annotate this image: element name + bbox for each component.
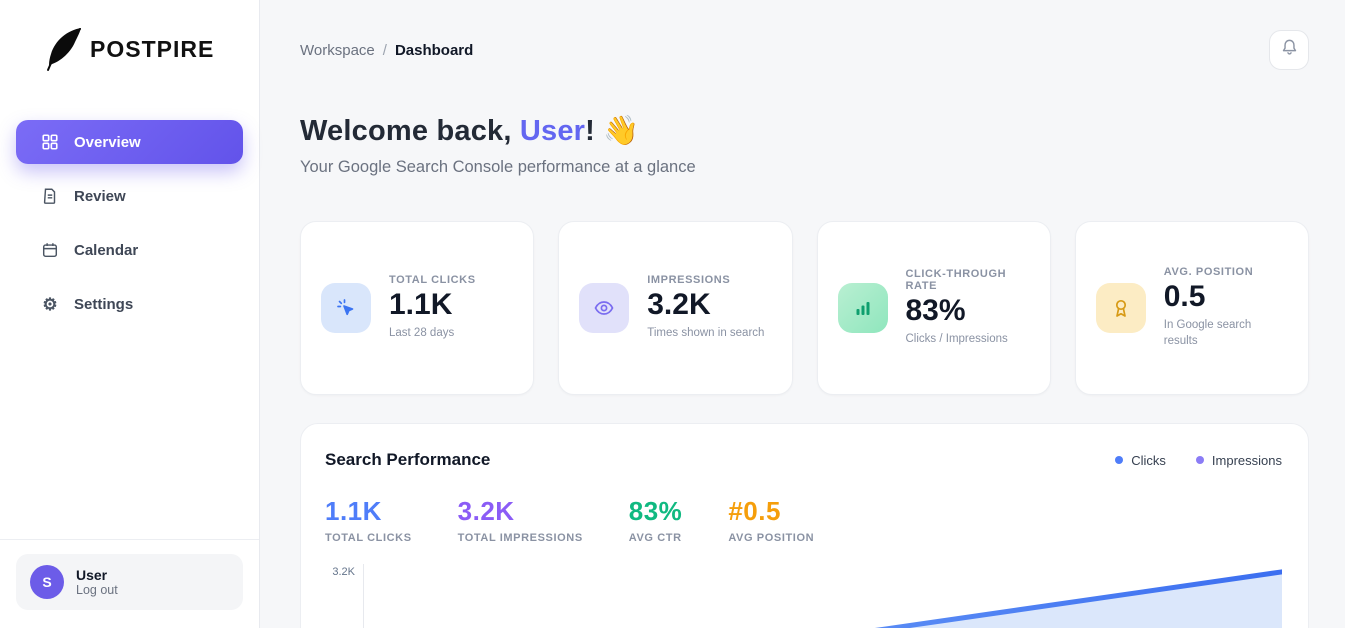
sidebar-item-settings[interactable]: ⚙ Settings	[16, 282, 243, 326]
wave-emoji: 👋	[603, 115, 640, 147]
logo-text: POSTPIRE	[90, 35, 215, 62]
legend-impressions[interactable]: Impressions	[1195, 453, 1282, 468]
page-subtitle: Your Google Search Console performance a…	[300, 158, 696, 176]
stat-label: IMPRESSIONS	[647, 274, 731, 287]
sidebar-item-label: Review	[74, 187, 126, 205]
bar-chart-icon	[837, 283, 888, 333]
summary-total-impressions: 3.2K TOTAL IMPRESSIONS	[457, 496, 583, 544]
stat-card-ctr: CLICK-THROUGH RATE 83% Clicks / Impressi…	[816, 221, 1051, 395]
grid-icon	[40, 132, 60, 152]
sidebar: POSTPIRE Overview Review	[0, 0, 260, 628]
cursor-click-icon	[321, 283, 371, 333]
logout-link[interactable]: Log out	[76, 583, 118, 597]
feather-logo-icon	[47, 28, 81, 71]
breadcrumb-separator: /	[382, 41, 387, 59]
avatar: S	[30, 565, 64, 599]
topbar: Workspace / Dashboard	[300, 30, 1309, 70]
user-card[interactable]: S User Log out	[16, 554, 243, 610]
stat-value: 3.2K	[647, 288, 711, 322]
stat-label: TOTAL CLICKS	[389, 274, 476, 287]
logo: POSTPIRE	[0, 0, 259, 94]
search-performance-card: Search Performance Clicks Impressions 1.…	[300, 423, 1309, 628]
breadcrumb: Workspace / Dashboard	[300, 42, 473, 59]
sidebar-footer: S User Log out	[0, 539, 259, 628]
welcome-section: Welcome back, User! 👋 Your Google Search…	[300, 114, 1309, 177]
chart-plot-area	[363, 564, 1282, 628]
chart-legend: Clicks Impressions	[1115, 453, 1282, 468]
sidebar-item-label: Settings	[74, 295, 134, 313]
performance-summary: 1.1K TOTAL CLICKS 3.2K TOTAL IMPRESSIONS…	[325, 496, 1282, 544]
stat-card-avg-position: AVG. POSITION 0.5 In Google search resul…	[1074, 221, 1309, 395]
main-content: Workspace / Dashboard Welcome back, User…	[260, 0, 1345, 628]
gear-icon: ⚙	[42, 294, 58, 314]
legend-dot-impressions	[1195, 456, 1204, 464]
breadcrumb-workspace[interactable]: Workspace	[300, 41, 375, 59]
summary-total-clicks: 1.1K TOTAL CLICKS	[325, 496, 412, 544]
sidebar-item-label: Calendar	[74, 241, 139, 259]
eye-icon	[579, 283, 630, 333]
sidebar-item-review[interactable]: Review	[16, 174, 243, 218]
performance-title: Search Performance	[325, 450, 491, 469]
sidebar-nav: Overview Review Calendar ⚙ Settings	[0, 94, 259, 326]
award-icon	[1095, 283, 1146, 333]
user-name: User	[76, 567, 108, 583]
welcome-username: User	[519, 115, 586, 147]
stat-value: 83%	[905, 294, 966, 328]
document-icon	[40, 186, 60, 206]
sidebar-item-calendar[interactable]: Calendar	[16, 228, 243, 272]
stat-sub: Times shown in search	[647, 327, 765, 340]
sidebar-item-label: Overview	[74, 133, 141, 151]
legend-dot-clicks	[1115, 456, 1124, 464]
page-title: Welcome back, User! 👋	[300, 115, 640, 147]
stat-card-impressions: IMPRESSIONS 3.2K Times shown in search	[558, 221, 793, 395]
area-line-chart	[874, 569, 1282, 628]
legend-clicks[interactable]: Clicks	[1115, 453, 1166, 468]
breadcrumb-dashboard: Dashboard	[394, 41, 474, 59]
calendar-icon	[40, 240, 60, 260]
stat-sub: In Google search results	[1163, 319, 1252, 347]
stat-value: 0.5	[1163, 280, 1206, 314]
stat-sub: Last 28 days	[389, 327, 455, 340]
sidebar-item-overview[interactable]: Overview	[16, 120, 243, 164]
stat-card-total-clicks: TOTAL CLICKS 1.1K Last 28 days	[300, 221, 535, 395]
y-tick: 3.2K	[332, 566, 355, 578]
stat-sub: Clicks / Impressions	[905, 333, 1008, 346]
stat-label: AVG. POSITION	[1163, 266, 1254, 279]
summary-avg-ctr: 83% AVG CTR	[628, 496, 683, 544]
performance-chart: 3.2K 2.5K	[325, 564, 1282, 628]
bell-icon	[1280, 38, 1299, 62]
stat-label: CLICK-THROUGH RATE	[905, 268, 1007, 293]
stats-grid: TOTAL CLICKS 1.1K Last 28 days IMPRESSIO…	[300, 221, 1309, 395]
summary-avg-position: #0.5 AVG POSITION	[728, 496, 815, 544]
chart-y-axis: 3.2K 2.5K	[325, 564, 363, 628]
stat-value: 1.1K	[389, 288, 453, 322]
notifications-button[interactable]	[1269, 30, 1309, 70]
